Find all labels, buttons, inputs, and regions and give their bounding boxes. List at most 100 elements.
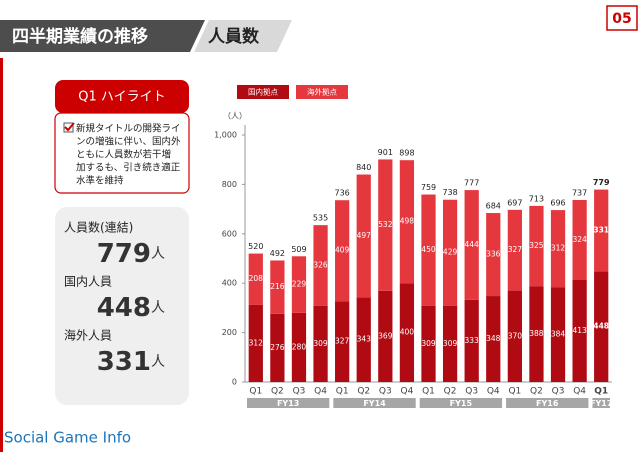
value-label: 327 [508, 245, 523, 254]
stat-unit: 人 [151, 354, 165, 370]
bar-segment [421, 305, 436, 382]
x-tick-label: Q4 [487, 387, 500, 397]
stats-box [55, 207, 189, 405]
value-label: 208 [249, 274, 264, 283]
bar-segment [421, 194, 436, 306]
bar-segment [550, 210, 566, 288]
bar-segment [356, 174, 371, 298]
x-tick-label: Q1 [594, 387, 608, 397]
total-label: 840 [356, 163, 371, 172]
bar-segment [464, 190, 479, 300]
value-label: 388 [529, 329, 544, 338]
bar-segment [594, 271, 609, 382]
value-label: 312 [551, 244, 566, 253]
x-tick-label: Q3 [552, 387, 565, 397]
value-label: 429 [443, 248, 458, 257]
value-label: 309 [313, 339, 328, 348]
total-label: 520 [248, 242, 263, 251]
value-label: 325 [529, 241, 544, 250]
stat-value: 448人 [97, 293, 165, 323]
y-axis-label: （人） [223, 112, 247, 121]
x-tick-label: Q4 [401, 387, 414, 397]
bar-segment [313, 305, 328, 382]
group-band [592, 398, 610, 408]
chart: （人） 0 200 400 600 800 1,000 国内拠点 海外拠点 312 208 520 Q1… [214, 85, 612, 408]
value-label: 497 [357, 231, 372, 240]
x-tick-label: Q2 [444, 387, 457, 397]
x-tick-label: Q3 [465, 387, 478, 397]
group-label: FY14 [363, 399, 386, 408]
highlight-line: ともに人員数が若干増 [76, 149, 171, 161]
bar-segment [442, 305, 458, 382]
value-label: 532 [378, 220, 393, 229]
value-label: 370 [508, 331, 523, 340]
checkbox [63, 122, 74, 133]
value-label: 409 [335, 246, 350, 255]
watermark: Social Game Info [4, 429, 131, 447]
stat-number: 331 [97, 347, 151, 377]
value-label: 309 [421, 339, 436, 348]
total-label: 492 [270, 249, 285, 258]
bar-segment [399, 160, 415, 284]
highlight-line: ンの増強に伴い、国内外 [76, 136, 181, 148]
bar-segment [486, 296, 501, 382]
value-label: 348 [486, 334, 501, 343]
y-tick-label: 0 [232, 378, 237, 387]
stat-value: 331人 [97, 347, 165, 377]
total-label: 535 [313, 214, 328, 223]
bar-segment [291, 256, 307, 313]
bar-segment [550, 287, 566, 382]
value-label: 331 [593, 225, 609, 234]
legend-label: 海外拠点 [307, 87, 337, 97]
stat-number: 779 [97, 239, 151, 269]
stat-unit: 人 [151, 300, 165, 316]
bar-segment [529, 286, 544, 382]
total-label: 779 [593, 178, 610, 187]
bar-segment [464, 299, 479, 382]
bar-segment [572, 199, 587, 280]
group-band [506, 398, 589, 408]
x-tick-label: Q1 [508, 387, 521, 397]
total-label: 777 [464, 179, 479, 188]
bar-segment [529, 205, 544, 287]
legend-swatch [296, 85, 348, 99]
highlight-line: 加するも、引き続き適正 [76, 162, 181, 174]
total-label: 696 [550, 199, 565, 208]
highlight-lines: 新規タイトルの開発ラインの増強に伴い、国内外ともに人員数が若干増加するも、引き続… [76, 123, 181, 187]
group-label: FY13 [277, 399, 299, 408]
section-band [194, 20, 292, 52]
y-tick-label: 1,000 [214, 131, 237, 140]
x-tick-label: Q2 [357, 387, 370, 397]
group-band [333, 398, 416, 408]
value-label: 413 [572, 326, 587, 335]
total-label: 697 [507, 198, 522, 207]
value-label: 324 [572, 235, 587, 244]
highlight-line: 新規タイトルの開発ライ [76, 123, 181, 135]
value-label: 216 [270, 282, 285, 291]
highlight-header [55, 80, 189, 113]
value-label: 450 [421, 245, 436, 254]
total-label: 509 [291, 245, 306, 254]
bar-segment [335, 301, 350, 382]
y-tick-label: 600 [222, 229, 237, 238]
bar-segment [442, 199, 458, 306]
total-label: 684 [486, 202, 501, 211]
bar-segment [507, 209, 522, 291]
total-label: 736 [335, 189, 350, 198]
x-tick-label: Q1 [336, 387, 349, 397]
group-label: FY15 [450, 399, 473, 408]
bar-segment [486, 213, 501, 297]
total-label: 759 [421, 183, 436, 192]
bar-segment [594, 189, 609, 272]
value-label: 384 [551, 330, 566, 339]
bar-segment [270, 260, 285, 314]
y-tick-label: 400 [222, 279, 237, 288]
value-label: 333 [465, 336, 480, 345]
bar-segment [356, 297, 371, 382]
value-label: 343 [357, 335, 372, 344]
title: 四半期業績の推移 [12, 26, 148, 47]
stat-value: 779人 [97, 239, 165, 269]
highlight-line: 水準を維持 [76, 175, 124, 187]
bar-segment [572, 279, 587, 382]
page-number: 05 [612, 11, 631, 27]
